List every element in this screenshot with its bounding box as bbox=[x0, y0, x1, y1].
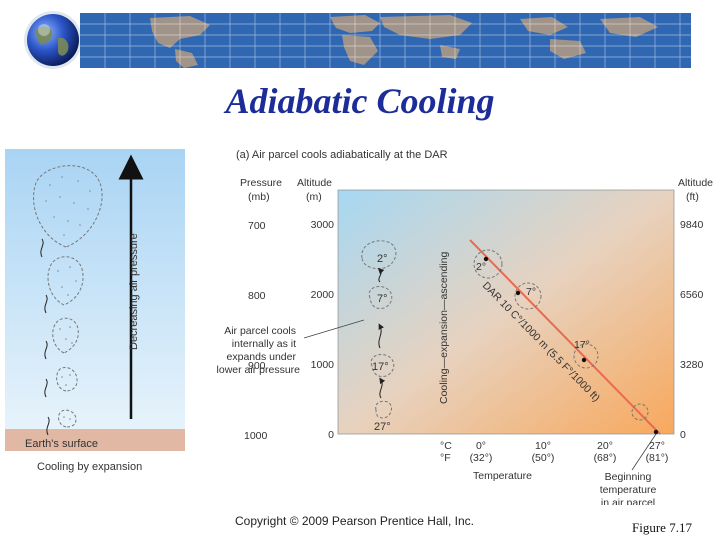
altitude-ft-header-line1: Altitude bbox=[678, 177, 713, 189]
pressure-tick: 1000 bbox=[244, 430, 268, 442]
pressure-tick: 900 bbox=[248, 360, 266, 372]
rising-squiggle-arrow bbox=[40, 238, 44, 258]
earth-surface-label: Earth's surface bbox=[25, 438, 98, 450]
line-point bbox=[515, 290, 521, 296]
callout-line1: Air parcel cools bbox=[224, 325, 296, 337]
rising-parcel bbox=[368, 285, 393, 309]
rising-squiggle-arrow bbox=[377, 267, 385, 283]
line-parcel bbox=[573, 343, 599, 369]
dar-diagram: (a) Air parcel cools adiabatically at th… bbox=[217, 149, 714, 505]
plot-area bbox=[337, 189, 675, 435]
parcel-balloon bbox=[56, 366, 78, 392]
callout-line bbox=[303, 319, 365, 339]
altitude-m-tick: 0 bbox=[328, 429, 334, 441]
unit-celsius: °C bbox=[440, 440, 452, 452]
parcel-temp-label: 27° bbox=[374, 421, 391, 433]
pressure-tick: 800 bbox=[248, 290, 266, 302]
earth-surface-band bbox=[5, 429, 185, 451]
altitude-ft-header-line2: (ft) bbox=[686, 191, 699, 203]
callout-line4: lower air pressure bbox=[217, 364, 301, 376]
rising-squiggle-arrow bbox=[378, 323, 385, 349]
rising-squiggle-arrow bbox=[44, 294, 48, 314]
line-point bbox=[653, 429, 659, 435]
callout-line2: internally as it bbox=[232, 338, 296, 350]
parcel-balloon bbox=[33, 165, 103, 248]
line-point bbox=[581, 357, 587, 363]
callout-line3: expands under bbox=[227, 351, 297, 363]
altitude-ft-tick: 9840 bbox=[680, 219, 704, 231]
rising-parcel bbox=[370, 353, 395, 377]
temp-tick-c: 10° bbox=[535, 440, 551, 452]
altitude-m-header-line2: (m) bbox=[306, 191, 322, 203]
altitude-m-tick: 3000 bbox=[311, 219, 335, 231]
temp-tick-c: 27° bbox=[649, 440, 665, 452]
altitude-m-tick: 1000 bbox=[311, 359, 335, 371]
pressure-tick: 700 bbox=[248, 220, 266, 232]
temp-tick-f: (68°) bbox=[594, 452, 617, 464]
beginning-label-line2: temperature bbox=[600, 484, 657, 496]
altitude-ft-tick: 3280 bbox=[680, 359, 704, 371]
line-parcel-temp: 17° bbox=[574, 339, 590, 351]
line-parcel-temp: 2° bbox=[476, 261, 486, 273]
cooling-by-expansion-panel: Decreasing air pressure Earth's surface … bbox=[5, 149, 185, 473]
unit-fahrenheit: °F bbox=[440, 452, 451, 464]
temp-tick-c: 20° bbox=[597, 440, 613, 452]
temp-tick-f: (50°) bbox=[532, 452, 555, 464]
parcel-temp-label: 17° bbox=[372, 361, 389, 373]
figure-label: Figure 7.17 bbox=[632, 520, 692, 535]
ascending-label: Cooling—expansion—ascending bbox=[438, 251, 450, 404]
slide-title: Adiabatic Cooling bbox=[225, 81, 495, 121]
temp-tick-c: 0° bbox=[476, 440, 486, 452]
world-map-banner bbox=[80, 13, 691, 68]
pressure-header-line2: (mb) bbox=[248, 191, 270, 203]
rising-squiggle-arrow bbox=[46, 416, 50, 436]
rising-parcel bbox=[375, 400, 392, 419]
parcel-balloon bbox=[58, 409, 77, 428]
altitude-m-header-line1: Altitude bbox=[297, 177, 332, 189]
decreasing-pressure-label: Decreasing air pressure bbox=[128, 233, 140, 350]
beginning-leader bbox=[631, 433, 657, 471]
beginning-label-line3: in air parcel bbox=[601, 497, 655, 505]
rising-parcel bbox=[361, 240, 397, 269]
parcel-temp-label: 7° bbox=[377, 293, 388, 305]
line-parcel bbox=[514, 282, 542, 310]
globe-logo bbox=[24, 11, 82, 69]
parcel-temp-label: 2° bbox=[377, 253, 388, 265]
left-panel-caption: Cooling by expansion bbox=[37, 461, 142, 473]
temp-tick-f: (81°) bbox=[646, 452, 669, 464]
line-parcel-temp: 7° bbox=[526, 286, 536, 298]
altitude-m-tick: 2000 bbox=[311, 289, 335, 301]
temp-tick-f: (32°) bbox=[470, 452, 493, 464]
temperature-axis-label: Temperature bbox=[473, 470, 532, 482]
rising-squiggle-arrow bbox=[379, 377, 386, 399]
dar-line bbox=[469, 239, 661, 435]
diagram-heading: (a) Air parcel cools adiabatically at th… bbox=[236, 149, 448, 161]
rising-squiggle-arrow bbox=[44, 340, 48, 360]
parcel-balloon bbox=[47, 256, 84, 306]
line-parcel bbox=[473, 249, 503, 279]
line-point bbox=[483, 256, 489, 262]
line-parcel bbox=[631, 403, 649, 421]
altitude-ft-tick: 6560 bbox=[680, 289, 704, 301]
copyright-notice: Copyright © 2009 Pearson Prentice Hall, … bbox=[235, 514, 474, 528]
beginning-label-line1: Beginning bbox=[605, 471, 652, 483]
rising-squiggle-arrow bbox=[44, 378, 48, 398]
altitude-ft-tick: 0 bbox=[680, 429, 686, 441]
pressure-header-line1: Pressure bbox=[240, 177, 282, 189]
